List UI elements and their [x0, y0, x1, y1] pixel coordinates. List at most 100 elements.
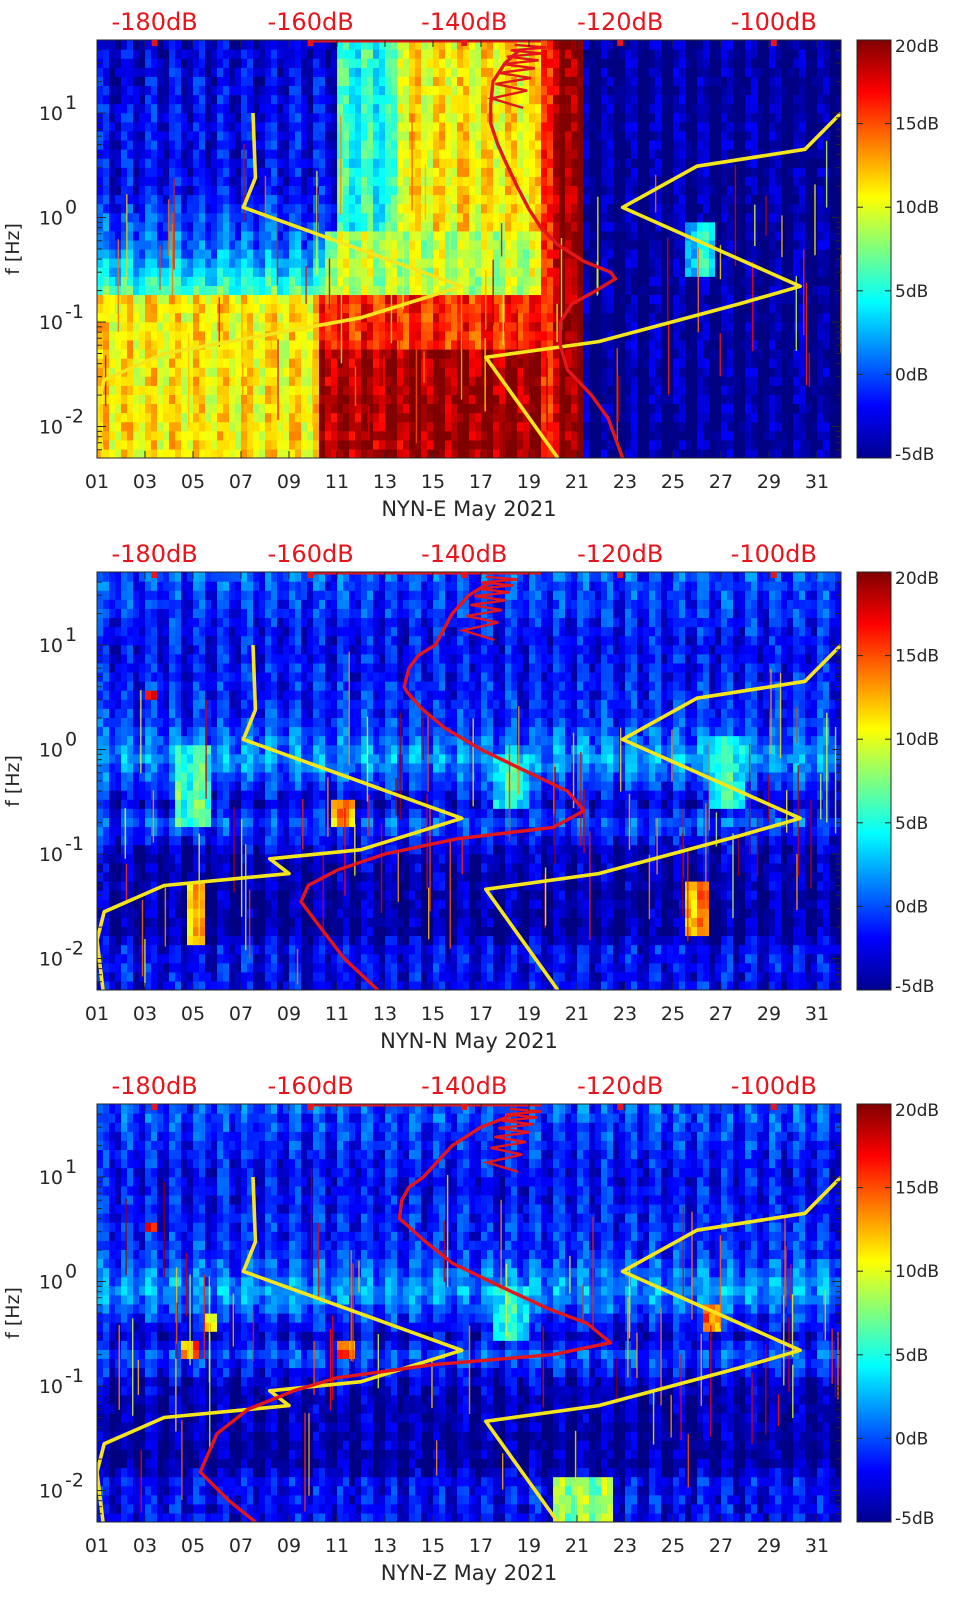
spectrogram-cell [487, 285, 494, 296]
spectrogram-cell [259, 348, 266, 359]
spectrogram-cell [691, 221, 698, 232]
spectrogram-cell [709, 185, 716, 196]
spectrogram-cell [223, 394, 230, 405]
spectrogram-cell [361, 139, 368, 150]
spectrogram-cell [145, 448, 152, 458]
spectrogram-cell [385, 285, 392, 296]
spectrogram-cell [439, 203, 446, 214]
spectrogram-cell [373, 367, 380, 377]
spectrogram-cell [427, 421, 434, 432]
spectrogram-cell [583, 294, 590, 305]
spectrogram-cell [187, 403, 194, 414]
spectrogram-cell [139, 121, 146, 132]
spectrogram-cell [439, 312, 446, 323]
spectrogram-cell [457, 348, 464, 359]
spectrogram-cell [211, 303, 218, 314]
spectrogram-cell [301, 339, 308, 350]
spectrogram-cell [235, 385, 242, 395]
spectrogram-cell [571, 448, 578, 458]
spectrogram-cell [457, 358, 464, 368]
spectrogram-cell [715, 121, 722, 132]
spectrogram-cell [769, 121, 776, 132]
spectrogram-cell [637, 358, 644, 368]
spectrogram-cell [205, 276, 212, 286]
spectrogram-cell [199, 139, 206, 150]
spectrogram-cell [121, 276, 128, 286]
spectrogram-cell [379, 348, 386, 359]
spectrogram-cell [625, 112, 632, 123]
spectrogram-cell [199, 185, 206, 196]
spectrogram-cell [235, 112, 242, 123]
spectrogram-cell [529, 94, 536, 105]
spectrogram-cell [445, 221, 452, 232]
spectrogram-cell [583, 158, 590, 168]
spectrogram-cell [829, 185, 836, 196]
spectrogram-cell [571, 403, 578, 414]
spectrogram-cell [661, 149, 668, 159]
spectrogram-cell [505, 321, 512, 332]
spectrogram-cell [193, 430, 200, 441]
spectrogram-cell [373, 230, 380, 241]
spectrogram-cell [265, 439, 272, 450]
spectrogram-cell [565, 312, 572, 323]
spectrogram-cell [211, 330, 218, 341]
spectrogram-cell [379, 103, 386, 114]
spectrogram-cell [403, 367, 410, 377]
spectrogram-cell [523, 312, 530, 323]
spectrogram-cell [751, 267, 758, 277]
spectrogram-cell [667, 303, 674, 314]
spectrogram-cell [283, 439, 290, 450]
spectrogram-cell [733, 203, 740, 214]
spectrogram-cell [451, 348, 458, 359]
spectrogram-cell [805, 312, 812, 323]
spectrogram-cell [481, 421, 488, 432]
spectrogram-cell [493, 276, 500, 286]
spectrogram-cell [691, 249, 698, 259]
spectrogram-cell [193, 448, 200, 458]
spectrogram-cell [199, 439, 206, 450]
spectrogram-cell [727, 230, 734, 241]
spectrogram-cell [595, 185, 602, 196]
spectrogram-cell [247, 167, 254, 177]
spectrogram-cell [325, 239, 332, 250]
spectrogram-cell [583, 285, 590, 296]
spectrogram-cell [283, 321, 290, 332]
spectrogram-cell [799, 176, 806, 186]
spectrogram-cell [349, 358, 356, 368]
spectrogram-cell [781, 385, 788, 395]
spectrogram-cell [259, 285, 266, 296]
spectrogram-cell [799, 203, 806, 214]
spectrogram-cell [667, 112, 674, 123]
spectrogram-cell [349, 412, 356, 423]
spectrogram-cell [319, 103, 326, 114]
spectrogram-cell [241, 348, 248, 359]
spectrogram-cell [343, 376, 350, 386]
spectrogram-cell [505, 194, 512, 205]
spectrogram-cell [103, 412, 110, 423]
spectrogram-cell [673, 403, 680, 414]
spectrogram-cell [613, 239, 620, 250]
spectrogram-cell [487, 394, 494, 405]
spectrogram-cell [595, 139, 602, 150]
spectrogram-cell [811, 394, 818, 405]
spectrogram-cell [97, 294, 104, 305]
spectrogram-cell [655, 367, 662, 377]
spectrogram-cell [655, 267, 662, 277]
spectrogram-cell [217, 130, 224, 141]
spectrogram-cell [631, 312, 638, 323]
spectrogram-cell [625, 303, 632, 314]
spectrogram-cell [307, 403, 314, 414]
spectrogram-cell [199, 267, 206, 277]
spectrogram-cell [169, 430, 176, 441]
spectrogram-cell [493, 249, 500, 259]
spectrogram-cell [577, 403, 584, 414]
spectrogram-cell [475, 121, 482, 132]
spectrogram-cell [397, 194, 404, 205]
spectrogram-cell [301, 430, 308, 441]
spectrogram-cell [193, 103, 200, 114]
spectrogram-cell [613, 194, 620, 205]
spectrogram-cell [271, 176, 278, 186]
spectrogram-cell [433, 330, 440, 341]
spectrogram-cell [655, 121, 662, 132]
